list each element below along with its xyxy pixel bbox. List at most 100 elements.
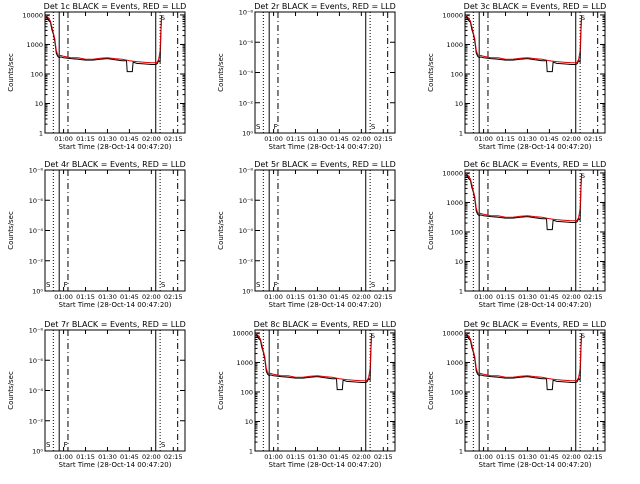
flat-mark: S — [256, 281, 261, 289]
x-tick-label: 01:45 — [330, 453, 349, 461]
y-axis-label: Counts/sec — [427, 53, 435, 92]
x-tick-label: 02:00 — [352, 293, 371, 301]
x-axis-label: Start Time (28-Oct-14 00:47:20) — [59, 301, 172, 309]
flat-mark: S — [46, 441, 51, 449]
y-tick-label: 100 — [31, 70, 43, 78]
x-tick-label: 01:00 — [474, 453, 493, 461]
y-tick-label: 100 — [451, 388, 463, 396]
y-tick-label: 10⁰ — [32, 288, 43, 296]
y-tick-label: 10 — [245, 418, 253, 426]
panel-title: Det 3c BLACK = Events, RED = LLD — [464, 2, 607, 11]
events-line — [465, 16, 583, 73]
y-tick-label: 1000 — [446, 199, 463, 207]
y-tick-label: 100 — [451, 228, 463, 236]
y-tick-label: 10⁰ — [32, 448, 43, 456]
y-tick-label: 1 — [249, 448, 253, 456]
panel-title: Det 4r BLACK = Events, RED = LLD — [44, 160, 186, 169]
x-tick-label: 01:45 — [120, 135, 139, 143]
x-tick-label: 01:00 — [264, 135, 283, 143]
y-tick-label: 10⁻⁶ — [239, 39, 254, 47]
lld-line — [465, 172, 583, 222]
y-tick-label: 10⁻⁶ — [29, 357, 44, 365]
x-tick-label: 02:15 — [584, 293, 603, 301]
y-axis-label: Counts/sec — [427, 211, 435, 250]
lld-line — [465, 14, 583, 64]
x-axis-label: Start Time (28-Oct-14 00:47:20) — [59, 461, 172, 469]
y-tick-label: 1000 — [26, 41, 43, 49]
y-tick-label: 10 — [455, 258, 463, 266]
plot-frame — [254, 169, 396, 292]
flat-mark: S — [256, 123, 261, 131]
y-axis-label: Counts/sec — [217, 211, 225, 250]
x-tick-label: 02:00 — [142, 293, 161, 301]
y-tick-label: 10⁰ — [242, 288, 253, 296]
data-series — [465, 14, 583, 73]
plot-frame — [44, 11, 186, 134]
panel-title: Det 1c BLACK = Events, RED = LLD — [44, 2, 187, 11]
x-tick-label: 02:00 — [352, 135, 371, 143]
flat-mark: F — [274, 123, 278, 131]
x-tick-label: 01:15 — [286, 453, 305, 461]
y-axis-label: Counts/sec — [427, 371, 435, 410]
panel-title: Det 7r BLACK = Events, RED = LLD — [44, 320, 186, 329]
x-tick-label: 02:15 — [584, 135, 603, 143]
x-tick-label: 01:30 — [518, 293, 537, 301]
events-line — [465, 174, 583, 231]
lld-line — [465, 332, 583, 382]
x-tick-label: 01:45 — [540, 135, 559, 143]
plot-frame — [464, 11, 606, 134]
flat-mark: S — [371, 123, 376, 131]
flat-mark: F — [274, 281, 278, 289]
data-series — [465, 172, 583, 231]
x-tick-label: 01:30 — [308, 135, 327, 143]
lld-line — [255, 332, 373, 382]
start-mark: S — [466, 14, 470, 22]
plot-frame — [464, 169, 606, 292]
y-tick-label: 10⁻⁸ — [29, 327, 44, 335]
x-tick-label: 01:30 — [518, 453, 537, 461]
start-mark: S — [466, 172, 470, 180]
events-line — [255, 334, 373, 391]
y-tick-label: 100 — [241, 388, 253, 396]
x-axis-label: Start Time (28-Oct-14 00:47:20) — [269, 143, 382, 151]
x-tick-label: 01:30 — [98, 453, 117, 461]
x-tick-label: 02:15 — [584, 453, 603, 461]
panel-title: Det 9c BLACK = Events, RED = LLD — [464, 320, 607, 329]
x-tick-label: 01:00 — [54, 293, 73, 301]
plot-frame — [44, 169, 186, 292]
x-axis-label: Start Time (28-Oct-14 00:47:20) — [269, 461, 382, 469]
flat-mark: S — [161, 281, 166, 289]
y-tick-label: 1000 — [446, 359, 463, 367]
x-tick-label: 01:15 — [76, 135, 95, 143]
x-tick-label: 02:15 — [374, 453, 393, 461]
y-tick-label: 1 — [459, 130, 463, 138]
start-mark: S — [46, 14, 50, 22]
x-tick-label: 02:15 — [164, 453, 183, 461]
flat-mark: S — [161, 441, 166, 449]
x-tick-label: 02:00 — [562, 453, 581, 461]
data-series — [465, 332, 583, 391]
x-tick-label: 02:15 — [164, 293, 183, 301]
y-tick-label: 10⁻⁶ — [239, 197, 254, 205]
y-tick-label: 10000 — [442, 169, 463, 177]
x-tick-label: 01:15 — [76, 453, 95, 461]
y-tick-label: 10⁻⁴ — [29, 387, 44, 395]
x-tick-label: 01:30 — [98, 135, 117, 143]
x-tick-label: 01:30 — [308, 453, 327, 461]
plot-frame — [254, 11, 396, 134]
x-tick-label: 02:00 — [562, 135, 581, 143]
x-tick-label: 02:15 — [374, 293, 393, 301]
y-tick-label: 10⁻² — [29, 257, 44, 265]
x-tick-label: 02:00 — [352, 453, 371, 461]
y-tick-label: 1000 — [446, 41, 463, 49]
x-tick-label: 01:15 — [496, 293, 515, 301]
y-axis-label: Counts/sec — [217, 53, 225, 92]
x-tick-label: 02:00 — [562, 293, 581, 301]
